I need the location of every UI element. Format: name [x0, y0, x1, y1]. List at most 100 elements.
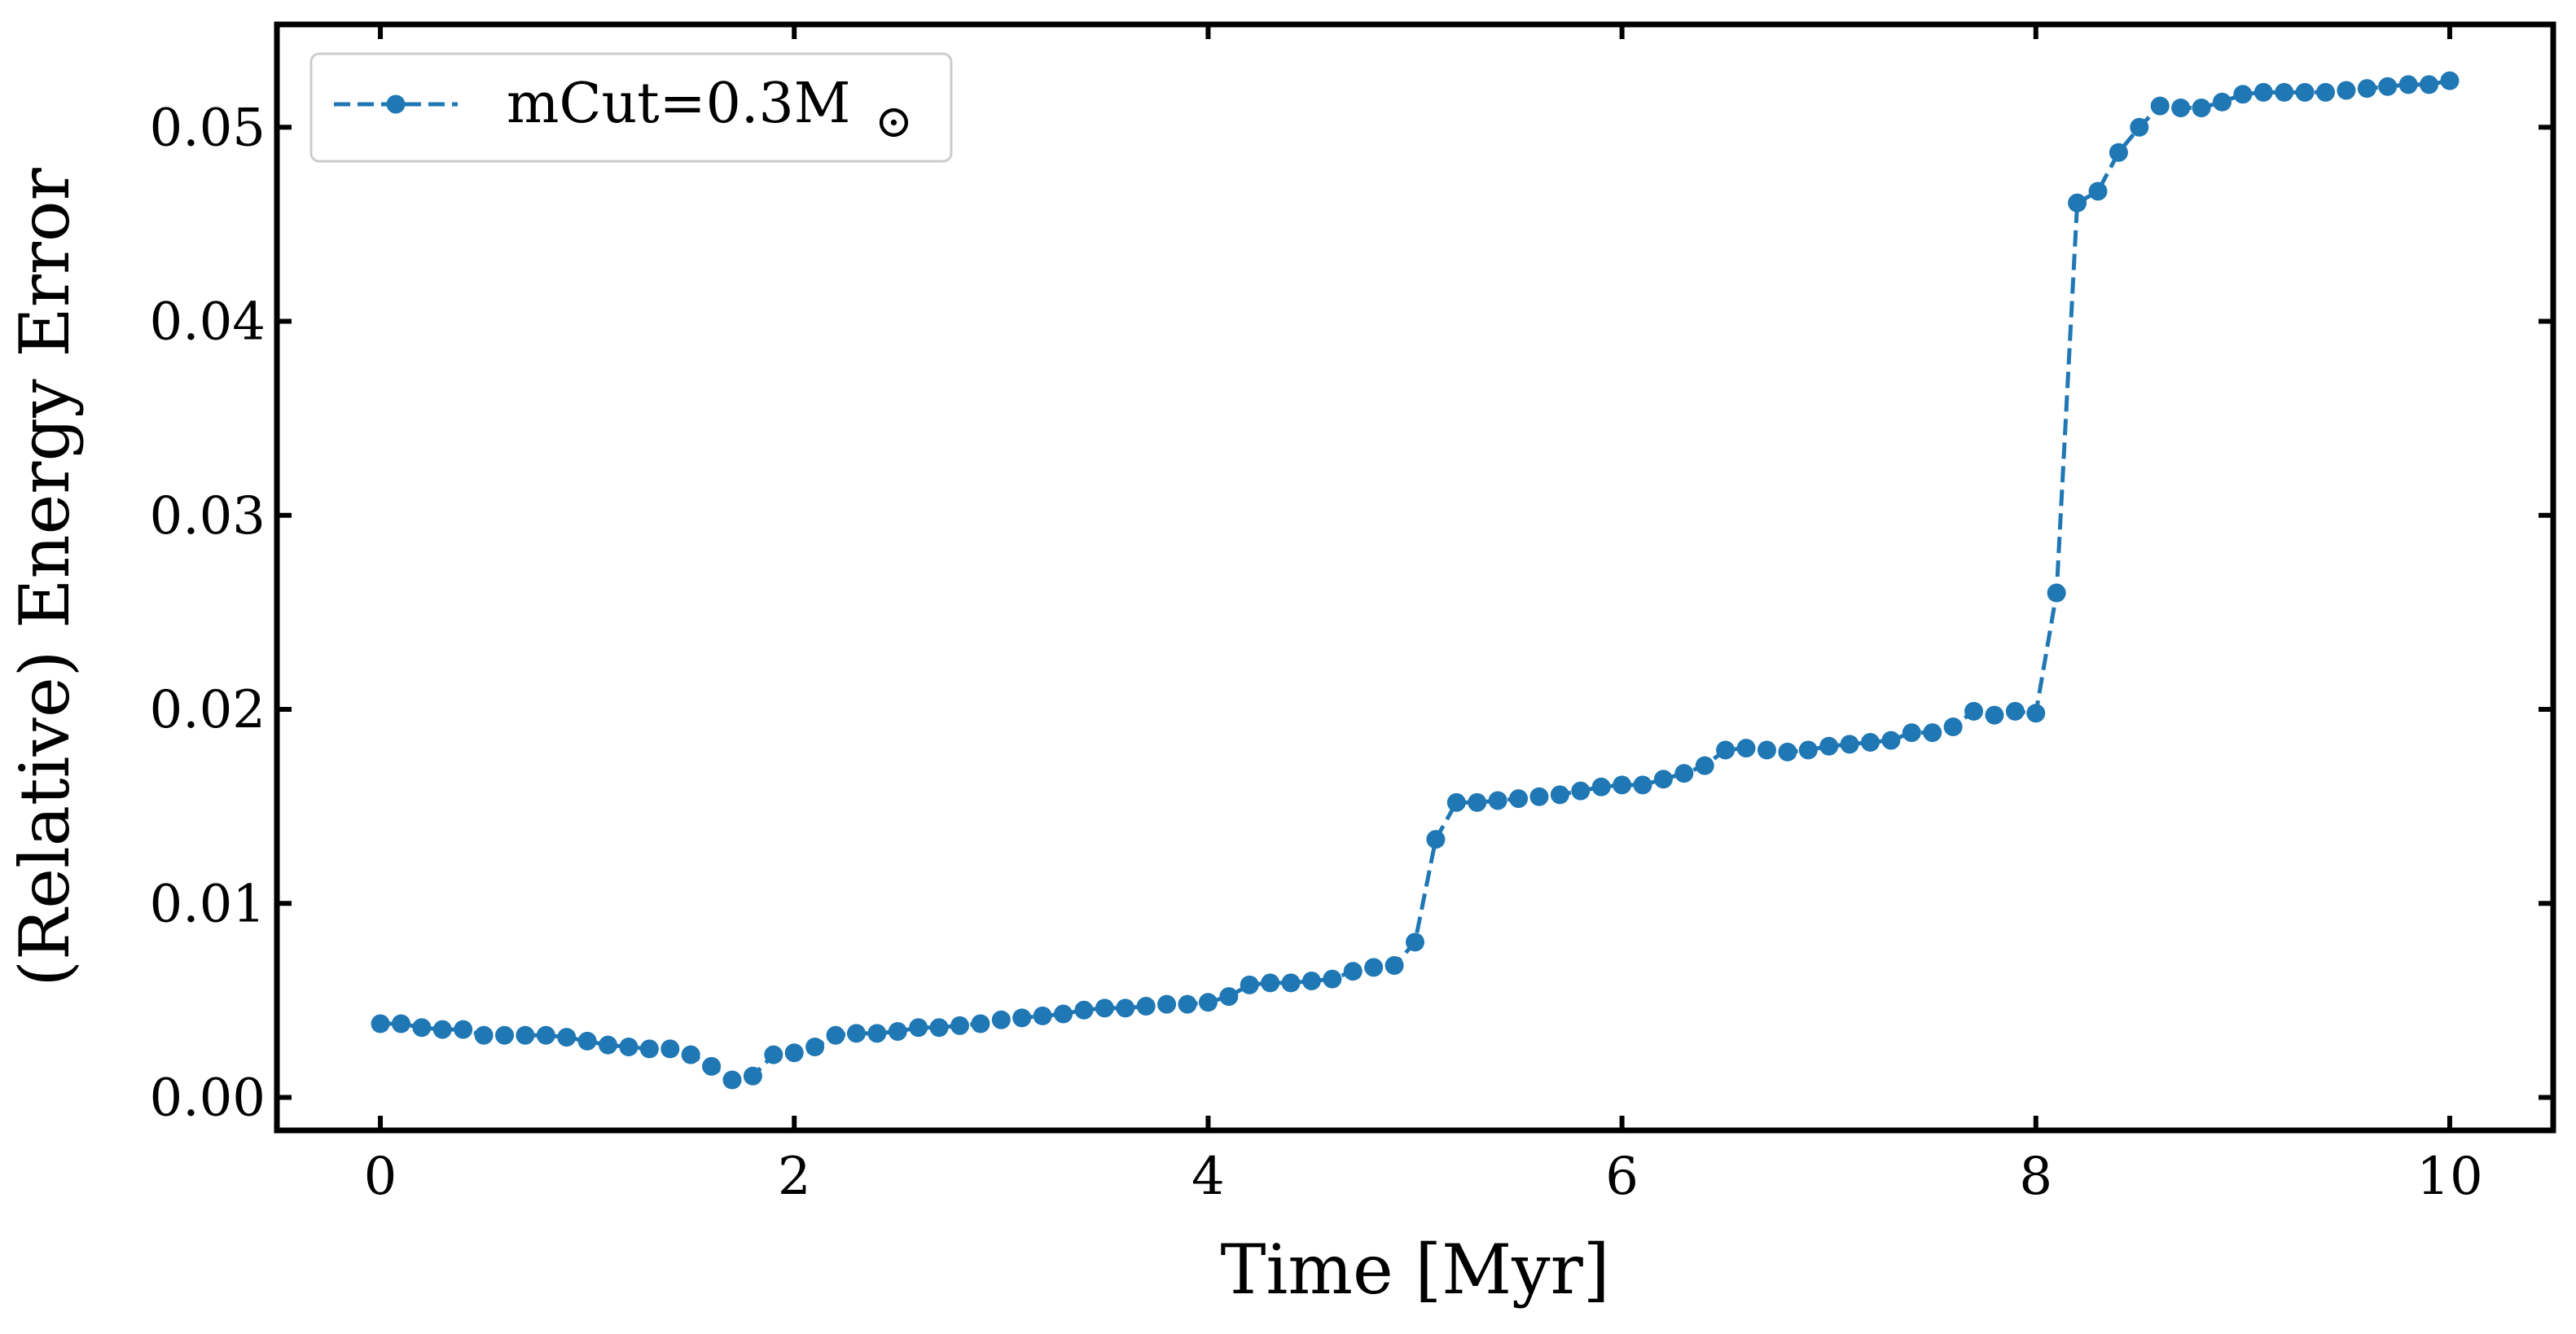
data-point	[1219, 987, 1239, 1007]
data-point	[1033, 1006, 1052, 1025]
data-point	[2047, 583, 2066, 603]
data-point	[599, 1035, 618, 1055]
data-point	[432, 1020, 452, 1039]
data-point	[1985, 705, 2004, 725]
data-point	[1819, 736, 1839, 756]
data-point	[867, 1024, 887, 1043]
ticks-layer: 0 2 4 6 8 10 0.00 0.01 0.02 0.03 0.04 0.05	[150, 24, 2553, 1207]
y-tick-label: 0.05	[150, 98, 266, 158]
data-point	[1509, 789, 1529, 809]
legend-marker-sample	[386, 94, 406, 114]
data-point	[1468, 792, 1487, 812]
data-point	[1157, 994, 1177, 1014]
data-point	[826, 1025, 845, 1045]
data-point	[1964, 701, 1984, 721]
data-point	[1095, 998, 1114, 1018]
data-point	[371, 1014, 390, 1033]
data-point	[1716, 740, 1736, 760]
data-point	[536, 1025, 555, 1045]
data-point	[2295, 82, 2315, 102]
data-point	[2192, 98, 2211, 117]
data-point	[516, 1025, 535, 1045]
y-tick-label: 0.00	[150, 1068, 266, 1128]
data-point	[1778, 742, 1797, 761]
data-point	[2026, 704, 2046, 723]
data-point	[2088, 182, 2108, 201]
data-point	[681, 1045, 700, 1064]
data-point	[2005, 701, 2025, 721]
data-point	[1591, 777, 1611, 796]
data-point	[1446, 792, 1466, 812]
data-point	[1881, 731, 1901, 750]
data-point	[1529, 787, 1549, 806]
data-point	[1240, 975, 1259, 994]
data-point	[639, 1039, 659, 1059]
data-point	[2378, 77, 2398, 96]
data-point	[950, 1016, 969, 1035]
data-point	[2398, 75, 2418, 94]
data-point	[1364, 958, 1384, 977]
data-point	[1301, 972, 1321, 991]
y-tick-label: 0.04	[150, 292, 266, 353]
x-tick-label: 0	[364, 1147, 397, 1207]
data-point	[1343, 962, 1363, 981]
x-tick-label: 6	[1605, 1147, 1639, 1207]
series-layer	[371, 71, 2460, 1090]
data-point	[2130, 117, 2149, 137]
data-point	[1550, 785, 1569, 805]
data-point	[1198, 993, 1218, 1012]
data-point	[1488, 791, 1507, 810]
x-tick-label: 10	[2416, 1147, 2482, 1207]
data-point	[557, 1028, 577, 1047]
data-point	[454, 1020, 473, 1039]
data-point	[1840, 735, 1859, 754]
data-point	[784, 1043, 804, 1063]
data-point	[1902, 723, 1921, 743]
data-point	[660, 1039, 680, 1059]
data-point	[1426, 830, 1446, 849]
data-point	[722, 1070, 742, 1090]
data-point	[1261, 973, 1280, 993]
data-point	[1116, 998, 1135, 1018]
legend-sun-symbol: ⊙	[875, 95, 913, 148]
data-point	[391, 1014, 410, 1033]
data-point	[764, 1045, 783, 1064]
data-point	[1943, 717, 1963, 736]
data-point	[577, 1031, 597, 1051]
data-point	[1861, 733, 1880, 753]
data-point	[2109, 143, 2128, 162]
data-point	[805, 1038, 825, 1057]
y-tick-label: 0.03	[150, 486, 266, 546]
data-point	[991, 1010, 1011, 1029]
data-point	[743, 1066, 762, 1086]
data-point	[1178, 994, 1197, 1014]
data-point	[971, 1014, 990, 1033]
data-point	[1613, 775, 1632, 795]
data-point	[909, 1018, 928, 1038]
data-point	[1385, 955, 1404, 975]
data-point	[474, 1025, 494, 1045]
data-point	[1074, 1000, 1094, 1020]
legend-label: mCut=0.3M ⊙	[507, 72, 913, 148]
data-point	[929, 1018, 949, 1038]
data-point	[1012, 1008, 1032, 1028]
data-point	[1136, 997, 1156, 1016]
legend-box	[309, 52, 953, 163]
data-point	[619, 1038, 639, 1057]
data-point	[1923, 723, 1942, 743]
data-point	[2150, 96, 2170, 116]
data-point	[495, 1025, 514, 1045]
data-point	[2275, 82, 2294, 102]
x-tick-label: 8	[2019, 1147, 2052, 1207]
legend: mCut=0.3M ⊙	[309, 52, 953, 163]
data-point	[846, 1024, 866, 1043]
data-point	[2440, 71, 2460, 90]
data-point	[1281, 973, 1301, 993]
data-point	[2253, 82, 2273, 102]
data-point	[1323, 969, 1342, 989]
legend-series-name: mCut=0.3M	[507, 72, 850, 136]
data-point	[1054, 1004, 1073, 1024]
y-tick-label: 0.01	[150, 874, 266, 934]
y-tick-label: 0.02	[150, 680, 266, 740]
